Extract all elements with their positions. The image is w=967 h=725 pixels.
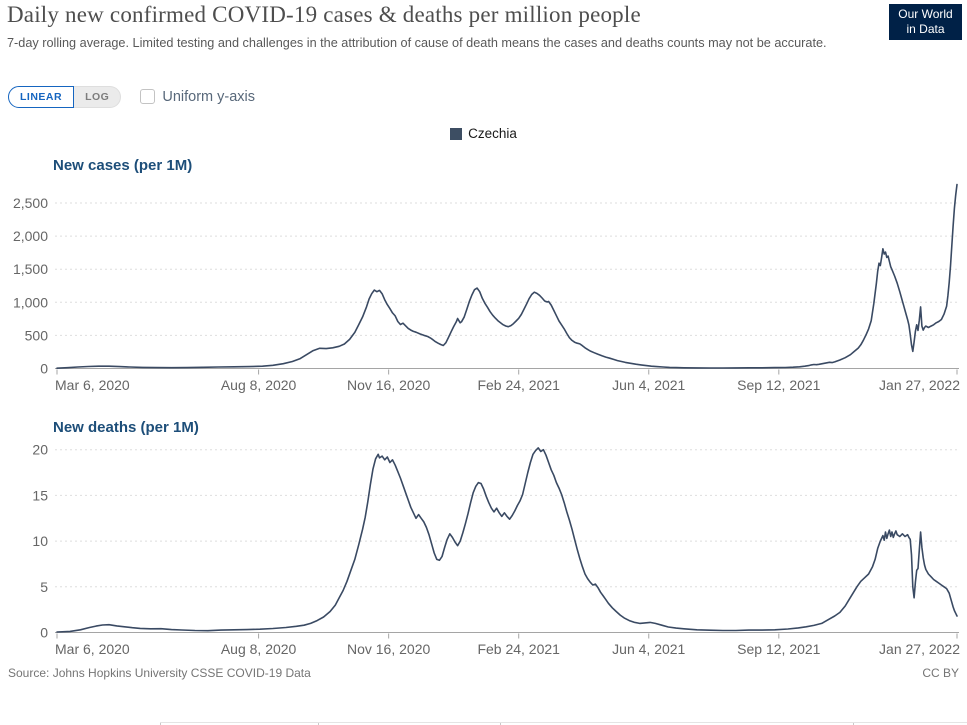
series-line-czechia[interactable] [56, 183, 958, 369]
y-axis-label: 1,500 [13, 261, 48, 277]
x-axis-label: Feb 24, 2021 [477, 641, 560, 657]
owid-logo-line1: Our World [898, 7, 953, 21]
x-axis-label: Jun 4, 2021 [612, 377, 685, 393]
x-axis-label: Sep 12, 2021 [737, 377, 821, 393]
chart-controls: LINEAR LOG Uniform y-axis [8, 85, 255, 108]
x-axis-label: Jan 27, 2022 [879, 377, 960, 393]
chart-subtitle: 7-day rolling average. Limited testing a… [7, 36, 827, 50]
owid-logo-line2: in Data [906, 22, 945, 36]
cases-chart-title: New cases (per 1M) [53, 157, 193, 174]
uniform-y-axis-checkbox[interactable] [140, 89, 156, 104]
x-axis-label: Mar 6, 2020 [55, 377, 130, 393]
license-link[interactable]: CC BY [922, 666, 959, 680]
owid-logo-box: Our World in Data [889, 4, 962, 40]
uniform-y-axis-label: Uniform y-axis [162, 88, 255, 105]
linear-button[interactable]: LINEAR [8, 85, 75, 108]
scale-toggle: LINEAR LOG [8, 85, 122, 108]
legend-item-czechia[interactable]: Czechia [0, 126, 967, 141]
source-link[interactable]: Johns Hopkins University CSSE COVID-19 D… [52, 666, 311, 680]
footer: Source: Johns Hopkins University CSSE CO… [8, 666, 959, 680]
source-text[interactable]: Source: Johns Hopkins University CSSE CO… [8, 666, 311, 680]
timeline: Mar 6, 2020 Jan 27, 2022 [0, 691, 967, 721]
cropped-table-edge [160, 722, 967, 725]
x-axis-label: Jun 4, 2021 [612, 641, 685, 657]
x-axis-label: Sep 12, 2021 [737, 641, 821, 657]
y-axis-label: 1,000 [13, 294, 48, 310]
series-line-czechia[interactable] [56, 447, 958, 633]
y-axis-label: 0 [40, 361, 48, 377]
y-axis-label: 500 [25, 327, 49, 343]
uniform-y-axis-control[interactable]: Uniform y-axis [140, 89, 255, 105]
owid-logo[interactable]: Our World in Data [889, 4, 962, 46]
log-button[interactable]: LOG [74, 85, 122, 108]
source-prefix: Source: [8, 666, 50, 680]
legend-label: Czechia [468, 126, 517, 141]
legend-swatch [450, 127, 463, 140]
x-axis-label: Aug 8, 2020 [221, 377, 297, 393]
x-axis-label: Feb 24, 2021 [477, 377, 560, 393]
x-axis-label: Nov 16, 2020 [347, 641, 430, 657]
y-axis-label: 2,500 [13, 195, 48, 211]
y-axis-label: 2,000 [13, 228, 48, 244]
x-axis-label: Aug 8, 2020 [221, 641, 297, 657]
y-axis-label: 0 [40, 625, 48, 641]
x-axis-label: Mar 6, 2020 [55, 641, 130, 657]
x-axis-label: Nov 16, 2020 [347, 377, 430, 393]
y-axis-label: 15 [32, 487, 48, 503]
y-axis-label: 10 [32, 533, 48, 549]
deaths-chart-title: New deaths (per 1M) [53, 419, 199, 436]
page-title: Daily new confirmed COVID-19 cases & dea… [7, 2, 641, 27]
y-axis-label: 20 [32, 442, 48, 458]
x-axis-label: Jan 27, 2022 [879, 641, 960, 657]
y-axis-label: 5 [40, 579, 48, 595]
